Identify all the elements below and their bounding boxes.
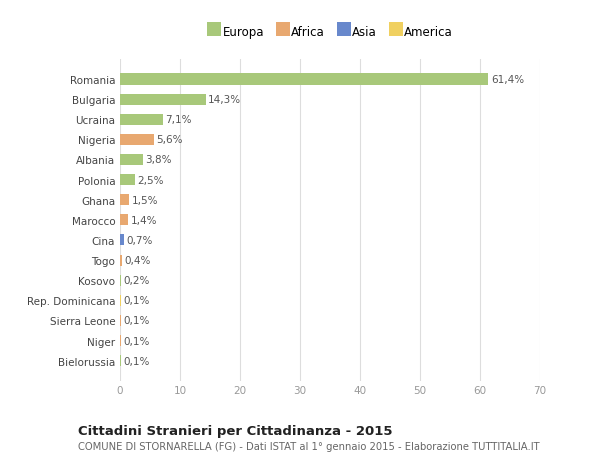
Bar <box>120 215 128 226</box>
Text: 2,5%: 2,5% <box>137 175 164 185</box>
Bar <box>120 315 121 326</box>
Bar <box>120 255 122 266</box>
Bar <box>120 74 488 85</box>
Text: COMUNE DI STORNARELLA (FG) - Dati ISTAT al 1° gennaio 2015 - Elaborazione TUTTIT: COMUNE DI STORNARELLA (FG) - Dati ISTAT … <box>78 441 539 451</box>
Text: 0,7%: 0,7% <box>127 235 153 246</box>
Bar <box>120 335 121 346</box>
Text: 0,1%: 0,1% <box>123 356 149 366</box>
Legend: Europa, Africa, Asia, America: Europa, Africa, Asia, America <box>205 24 455 41</box>
Bar <box>120 134 154 146</box>
Bar <box>120 155 143 166</box>
Text: 61,4%: 61,4% <box>491 75 524 85</box>
Text: 14,3%: 14,3% <box>208 95 241 105</box>
Bar <box>120 174 135 186</box>
Text: 3,8%: 3,8% <box>145 155 172 165</box>
Text: Cittadini Stranieri per Cittadinanza - 2015: Cittadini Stranieri per Cittadinanza - 2… <box>78 424 392 437</box>
Bar <box>120 114 163 125</box>
Bar <box>120 295 121 306</box>
Bar <box>120 195 129 206</box>
Text: 0,4%: 0,4% <box>125 256 151 265</box>
Text: 7,1%: 7,1% <box>165 115 191 125</box>
Text: 1,4%: 1,4% <box>131 215 157 225</box>
Text: 0,1%: 0,1% <box>123 316 149 326</box>
Text: 1,5%: 1,5% <box>131 195 158 205</box>
Text: 5,6%: 5,6% <box>156 135 182 145</box>
Bar <box>120 355 121 366</box>
Bar <box>120 95 206 106</box>
Text: 0,2%: 0,2% <box>124 275 150 285</box>
Text: 0,1%: 0,1% <box>123 296 149 306</box>
Bar <box>120 275 121 286</box>
Bar <box>120 235 124 246</box>
Text: 0,1%: 0,1% <box>123 336 149 346</box>
